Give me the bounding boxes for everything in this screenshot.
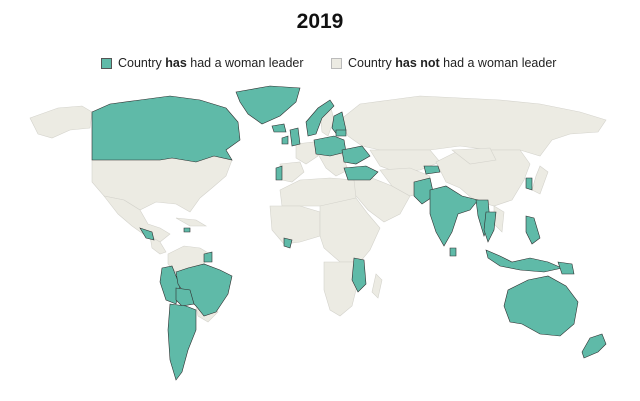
country-australia [503, 275, 579, 337]
country-cuba [175, 217, 208, 227]
country-spain [279, 161, 305, 183]
country-jamaica [183, 227, 191, 233]
country-new-zealand [581, 333, 607, 359]
country-mexico [103, 195, 171, 243]
country-ecuador-peru [159, 265, 181, 305]
country-madagascar [371, 273, 383, 299]
legend: Country has had a woman leader Country h… [0, 56, 640, 72]
country-alaska [29, 105, 93, 139]
legend-label-post: had a woman leader [186, 56, 304, 70]
country-chile-argentina [167, 303, 197, 381]
map-title: 2019 [296, 10, 344, 33]
country-france [295, 141, 319, 165]
country-turkey [343, 165, 379, 181]
countries-has-not [29, 95, 607, 323]
country-middle-east [345, 177, 411, 223]
world-map [29, 85, 607, 381]
legend-label-post: had a woman leader [439, 56, 557, 70]
country-panama-costa-rica [139, 227, 155, 241]
country-philippines [525, 215, 541, 245]
country-canada [91, 95, 241, 163]
country-united-kingdom [289, 127, 301, 147]
legend-label-bold: has not [395, 56, 440, 70]
country-mongolia [451, 147, 497, 165]
country-west-africa [269, 205, 321, 245]
country-pakistan [413, 177, 435, 205]
country-indonesia [485, 249, 563, 273]
country-malawi-mozambique [351, 257, 367, 293]
legend-item-has: Country has had a woman leader [101, 56, 304, 70]
country-central-east-africa [319, 197, 381, 263]
country-japan [531, 165, 549, 195]
legend-label-pre: Country [348, 56, 396, 70]
country-thailand [483, 211, 497, 243]
country-norway [305, 99, 335, 137]
country-liberia [283, 237, 293, 249]
country-ukraine-romania [341, 145, 371, 165]
country-india [429, 185, 479, 247]
country-kyrgyzstan [423, 165, 441, 175]
country-guyana [203, 251, 213, 263]
country-central-america [149, 235, 167, 255]
country-portugal [275, 165, 283, 181]
country-bolivia [175, 287, 195, 307]
legend-label-bold: has [165, 56, 187, 70]
countries-has [91, 85, 607, 381]
legend-swatch-has [101, 57, 112, 69]
country-sri-lanka [449, 247, 457, 257]
legend-item-has-not: Country has not had a woman leader [331, 56, 556, 70]
legend-label-pre: Country [118, 56, 166, 70]
country-germany-poland [313, 135, 347, 157]
country-lithuania [335, 129, 347, 137]
country-greenland [235, 85, 301, 125]
country-iceland [271, 123, 287, 133]
legend-swatch-has-not [331, 57, 342, 69]
country-south-korea [525, 177, 533, 191]
country-russia [339, 95, 607, 157]
country-papua-new-guinea [557, 261, 575, 275]
country-ireland [281, 135, 289, 145]
